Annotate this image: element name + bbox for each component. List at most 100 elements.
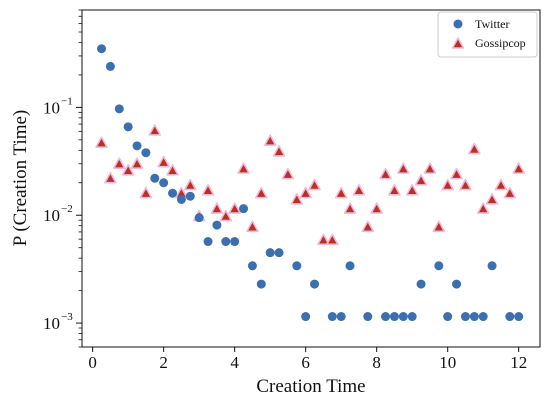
gossipcop-point: [254, 186, 268, 199]
twitter-point: [212, 220, 222, 230]
y-tick-exponent: −2: [61, 203, 73, 215]
legend-label-twitter: Twitter: [475, 17, 509, 31]
gossipcop-point: [326, 233, 339, 246]
gossipcop-point: [183, 178, 197, 191]
twitter-point: [247, 261, 257, 271]
twitter-point: [150, 173, 160, 183]
x-tick-label: 0: [88, 353, 97, 372]
gossipcop-point: [388, 183, 401, 196]
gossipcop-point: [450, 167, 463, 180]
gossipcop-point: [503, 186, 517, 199]
twitter-point: [159, 178, 169, 188]
series-twitter: [97, 44, 524, 322]
twitter-point: [221, 237, 231, 247]
x-axis-label: Creation Time: [256, 376, 365, 397]
x-tick-label: 2: [159, 353, 168, 372]
twitter-point: [132, 141, 142, 151]
twitter-point: [265, 248, 275, 258]
gossipcop-point: [290, 193, 304, 205]
gossipcop-point: [219, 209, 233, 222]
y-tick-exponent: −3: [61, 311, 73, 323]
x-axis-ticks: 0 2 4 6 8 10 12: [88, 347, 527, 372]
gossipcop-point: [485, 193, 499, 205]
gossipcop-point: [148, 124, 162, 136]
gossipcop-point: [157, 155, 170, 168]
twitter-point: [363, 312, 373, 322]
gossipcop-point: [468, 142, 481, 155]
twitter-point: [123, 122, 133, 132]
twitter-point: [239, 204, 249, 214]
x-tick-label: 6: [301, 353, 310, 372]
y-axis-ticks: 10−310−210−1: [43, 9, 82, 348]
gossipcop-point: [201, 183, 215, 196]
twitter-point: [105, 61, 115, 71]
gossipcop-point: [139, 186, 153, 199]
legend: Twitter Gossipcop: [437, 11, 538, 58]
gossipcop-point: [414, 174, 428, 186]
gossipcop-point: [95, 136, 108, 148]
legend-label-gossipcop: Gossipcop: [475, 36, 526, 50]
gossipcop-point: [397, 162, 410, 174]
gossipcop-point: [246, 220, 259, 233]
gossipcop-point: [317, 233, 330, 246]
twitter-point: [452, 279, 462, 289]
x-tick-label: 10: [439, 353, 456, 372]
gossipcop-point: [112, 157, 126, 169]
twitter-point: [292, 261, 302, 271]
twitter-point: [487, 261, 497, 271]
gossipcop-point: [272, 145, 286, 157]
gossipcop-point: [379, 167, 392, 180]
y-tick-exponent: −1: [61, 95, 73, 107]
twitter-point: [97, 44, 107, 54]
y-tick-label: 10: [43, 206, 60, 225]
twitter-point: [416, 279, 426, 289]
twitter-point: [185, 191, 195, 201]
gossipcop-point: [352, 183, 366, 196]
twitter-point: [301, 312, 311, 322]
gossipcop-point: [308, 178, 321, 191]
twitter-point: [389, 312, 399, 322]
gossipcop-point: [210, 202, 224, 214]
twitter-point: [203, 237, 213, 247]
twitter-point: [114, 104, 124, 114]
gossipcop-point: [432, 220, 446, 233]
twitter-point: [176, 194, 186, 204]
twitter-point: [398, 312, 408, 322]
twitter-point: [230, 237, 240, 247]
twitter-point: [327, 312, 337, 322]
gossipcop-point: [459, 178, 472, 191]
twitter-point: [443, 312, 453, 322]
x-tick-label: 8: [372, 353, 381, 372]
y-axis-label: P (Creation Time): [10, 110, 31, 247]
legend-marker-gossipcop: [451, 37, 465, 49]
gossipcop-point: [228, 202, 241, 214]
twitter-point: [460, 312, 470, 322]
twitter-point: [345, 261, 355, 271]
twitter-point: [194, 213, 204, 223]
x-tick-label: 12: [510, 353, 527, 372]
twitter-point: [407, 312, 417, 322]
twitter-point: [141, 148, 151, 158]
twitter-point: [381, 312, 391, 322]
gossipcop-point: [299, 186, 312, 199]
gossipcop-point: [166, 164, 179, 176]
twitter-point: [336, 312, 346, 322]
twitter-point: [478, 312, 488, 322]
gossipcop-point: [512, 162, 525, 174]
twitter-point: [469, 312, 479, 322]
series-gossipcop: [95, 124, 525, 246]
twitter-point: [256, 279, 266, 289]
twitter-point: [274, 248, 284, 258]
gossipcop-point: [104, 171, 117, 184]
twitter-point: [514, 312, 524, 322]
gossipcop-point: [237, 162, 250, 174]
plot-frame: [81, 9, 541, 348]
gossipcop-point: [405, 183, 419, 196]
gossipcop-point: [361, 220, 375, 233]
gossipcop-point: [263, 134, 277, 147]
legend-marker-twitter: [453, 19, 463, 29]
gossipcop-point: [121, 164, 135, 176]
gossipcop-point: [494, 178, 508, 191]
gossipcop-point: [343, 202, 357, 214]
